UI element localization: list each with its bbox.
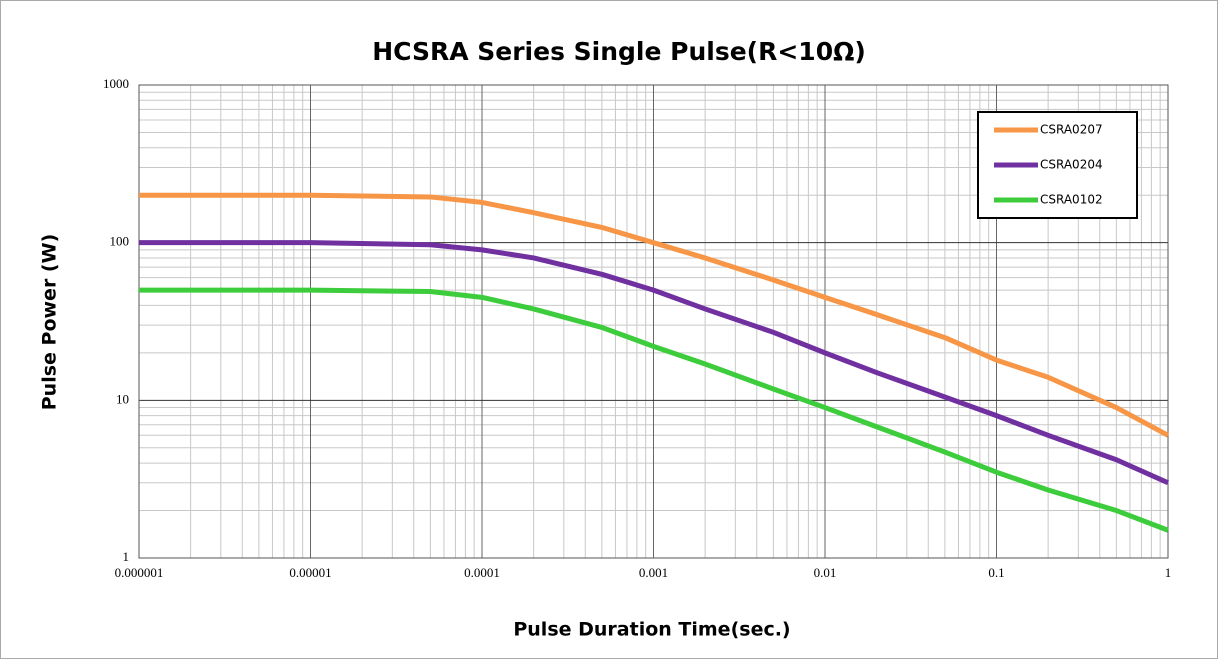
data-line bbox=[139, 287, 1169, 533]
x-tick-label: 1 bbox=[1165, 565, 1172, 580]
x-tick-label: 0.001 bbox=[639, 565, 668, 580]
data-line bbox=[139, 192, 1170, 438]
x-tick-label: 0.000001 bbox=[115, 565, 164, 580]
plot-area bbox=[138, 84, 1169, 559]
x-tick-label: 0.00001 bbox=[289, 565, 331, 580]
y-axis-label: Pulse Power (W) bbox=[39, 234, 61, 411]
chart-title: HCSRA Series Single Pulse(R<10Ω) bbox=[372, 37, 866, 66]
x-axis-label: Pulse Duration Time(sec.) bbox=[513, 619, 790, 641]
x-tick-label: 0.01 bbox=[814, 565, 837, 580]
y-tick-label: 1000 bbox=[103, 76, 129, 91]
legend-label: CSRA0204 bbox=[1040, 158, 1103, 172]
y-tick-label: 10 bbox=[116, 391, 129, 406]
x-tick-label: 0.1 bbox=[988, 565, 1004, 580]
x-tick-label: 0.0001 bbox=[464, 565, 500, 580]
legend-label: CSRA0102 bbox=[1040, 193, 1103, 207]
data-line bbox=[139, 240, 1170, 486]
legend-label: CSRA0207 bbox=[1040, 123, 1103, 137]
y-tick-label: 100 bbox=[110, 234, 130, 249]
y-tick-label: 1 bbox=[123, 549, 130, 564]
